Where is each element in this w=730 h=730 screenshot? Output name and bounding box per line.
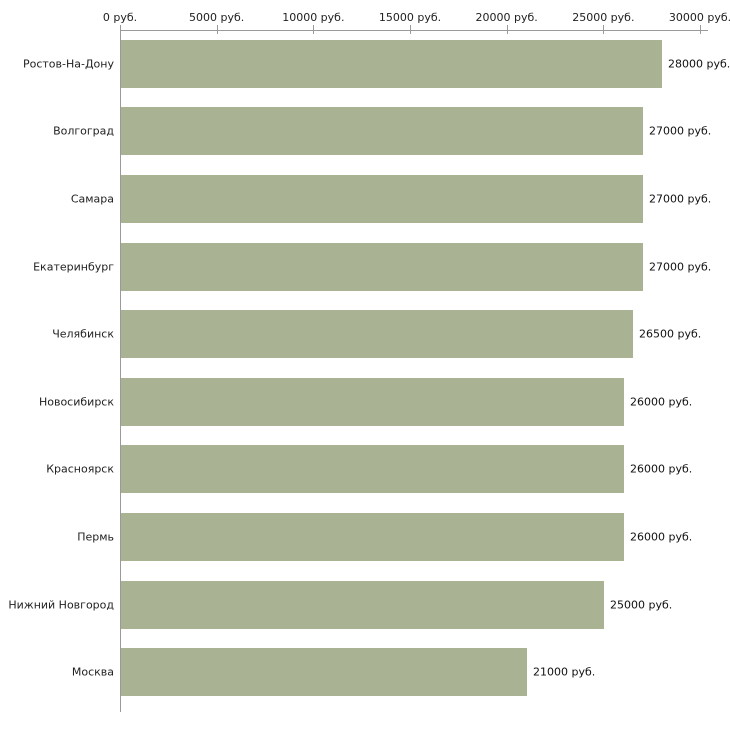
bar — [121, 107, 643, 156]
bar — [121, 580, 604, 629]
bar — [121, 445, 624, 494]
bar — [121, 242, 643, 291]
category-label: Нижний Новгород — [8, 598, 114, 612]
value-label: 26000 руб. — [630, 530, 693, 544]
bar — [121, 39, 662, 88]
x-tick-mark — [410, 25, 411, 34]
category-label: Самара — [70, 192, 114, 206]
value-label: 26000 руб. — [630, 462, 693, 476]
value-label: 27000 руб. — [649, 124, 712, 138]
category-label: Ростов-На-Дону — [22, 57, 114, 71]
x-tick-mark — [120, 25, 121, 34]
value-label: 28000 руб. — [668, 57, 730, 71]
category-label: Пермь — [77, 530, 114, 544]
category-label: Новосибирск — [38, 395, 114, 409]
x-tick-mark — [700, 25, 701, 34]
category-label: Волгоград — [53, 124, 114, 138]
x-tick-mark — [313, 25, 315, 34]
x-tick-label: 10000 руб. — [282, 11, 345, 24]
value-label: 26000 руб. — [630, 395, 693, 409]
value-label: 27000 руб. — [649, 192, 712, 206]
x-tick-label: 0 руб. — [102, 11, 138, 24]
bar — [121, 310, 633, 359]
category-label: Красноярск — [46, 462, 114, 476]
value-label: 26500 руб. — [639, 327, 702, 341]
value-label: 25000 руб. — [610, 598, 673, 612]
x-tick-label: 15000 руб. — [378, 11, 442, 24]
x-tick-mark — [216, 25, 218, 34]
x-tick-label: 20000 руб. — [475, 11, 538, 24]
x-tick-label: 30000 руб. — [668, 11, 730, 24]
bar — [121, 377, 624, 426]
x-tick-mark — [506, 25, 508, 34]
value-label: 21000 руб. — [533, 665, 596, 679]
bar — [121, 175, 643, 223]
category-label: Екатеринбург — [33, 260, 114, 274]
x-tick-label: 25000 руб. — [572, 11, 635, 24]
value-label: 27000 руб. — [649, 260, 712, 274]
x-tick-label: 5000 руб. — [189, 11, 245, 24]
bar — [121, 648, 527, 697]
y-axis-line — [120, 30, 121, 712]
x-tick-mark — [603, 25, 605, 34]
x-axis-line — [120, 30, 708, 31]
category-label: Челябинск — [52, 327, 114, 341]
bar — [121, 513, 624, 561]
category-label: Москва — [71, 665, 114, 679]
